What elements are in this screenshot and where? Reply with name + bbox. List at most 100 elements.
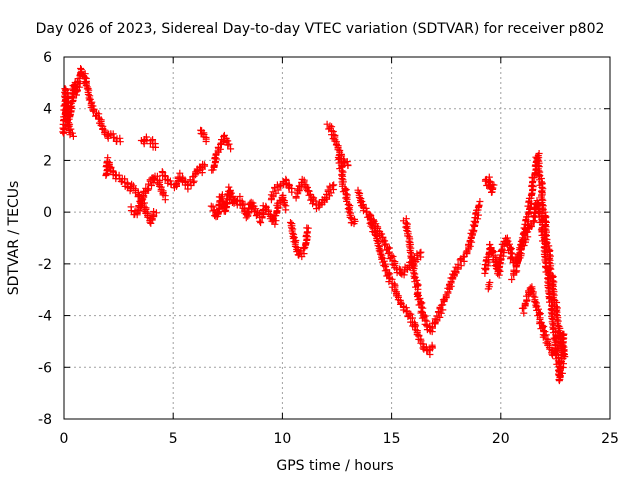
data-point-markers [133, 202, 144, 219]
data-point-markers [466, 226, 478, 246]
data-point-markers [220, 131, 235, 153]
data-point-markers [344, 200, 356, 227]
data-point-markers [66, 128, 77, 140]
data-point-markers [326, 181, 338, 193]
series-segment [292, 175, 338, 213]
data-point-markers [384, 250, 399, 272]
data-point-markers [554, 337, 565, 355]
x-tick-label: 20 [492, 431, 510, 447]
y-tick-label: 4 [43, 102, 52, 118]
y-tick-label: 2 [43, 153, 52, 169]
data-point-markers [334, 151, 347, 188]
series-segment [400, 198, 484, 336]
data-point-markers [449, 267, 460, 283]
series-segment [287, 219, 312, 261]
y-tick-label: -4 [38, 309, 52, 325]
data-point-markers [534, 150, 547, 199]
data-point-markers [299, 224, 312, 252]
data-point-markers [149, 136, 159, 151]
y-tick-label: -2 [38, 257, 52, 273]
data-point-markers [136, 191, 148, 208]
data-point-markers [147, 208, 160, 227]
data-point-markers [393, 265, 405, 277]
data-point-markers [287, 219, 300, 246]
data-point-markers [295, 245, 308, 261]
y-axis-label: SDTVAR / TECUs [6, 181, 22, 296]
data-point-markers [552, 299, 563, 335]
data-point-markers [542, 262, 556, 310]
data-point-markers [321, 186, 335, 203]
y-tick-label: 6 [43, 50, 52, 66]
data-point-markers [425, 341, 436, 358]
data-point-markers [524, 173, 537, 211]
data-point-markers [495, 246, 508, 279]
data-point-markers [112, 134, 124, 146]
data-point-markers [372, 231, 383, 255]
x-tick-label: 10 [273, 431, 291, 447]
x-tick-label: 15 [383, 431, 401, 447]
data-points [59, 65, 569, 385]
y-tick-label: -6 [38, 360, 52, 376]
series-segment [518, 283, 565, 359]
series-segment [137, 133, 159, 151]
data-point-markers [503, 234, 516, 262]
data-point-markers [89, 107, 103, 122]
series-segment [197, 126, 210, 145]
data-point-markers [549, 344, 559, 359]
data-point-markers [107, 164, 119, 179]
plot-frame [63, 56, 611, 420]
data-point-markers [469, 198, 484, 230]
series-segment [207, 183, 290, 228]
data-point-markers [62, 110, 75, 134]
data-point-markers [354, 186, 367, 210]
x-tick-labels: 0 5 10 15 20 25 [60, 431, 619, 447]
data-point-markers [247, 198, 260, 216]
data-point-markers [184, 176, 197, 193]
data-point-markers [83, 83, 96, 106]
data-point-markers [398, 263, 411, 279]
data-point-markers [159, 187, 169, 204]
data-point-markers [198, 160, 209, 177]
series-segment [334, 151, 359, 228]
x-tick-label: 0 [60, 431, 69, 447]
grid-lines [64, 57, 610, 419]
data-point-markers [415, 332, 427, 352]
x-tick-label: 25 [601, 431, 619, 447]
data-point-markers [487, 181, 498, 196]
data-point-markers [537, 224, 550, 272]
data-point-markers [279, 191, 290, 214]
data-point-markers [405, 233, 418, 270]
data-point-markers [208, 150, 220, 174]
series-segment [481, 173, 498, 196]
data-point-markers [137, 136, 149, 148]
data-point-markers [413, 288, 427, 316]
series-segment [208, 131, 235, 174]
data-point-markers [348, 215, 359, 228]
data-point-markers [200, 129, 210, 145]
series-segment [127, 172, 169, 219]
data-point-markers [379, 234, 393, 256]
data-point-markers [463, 240, 474, 258]
data-point-markers [508, 266, 520, 283]
series-segment [158, 160, 209, 193]
data-point-markers [394, 292, 405, 308]
y-tick-label: -8 [38, 412, 52, 428]
data-point-markers [285, 181, 296, 196]
data-point-markers [338, 182, 352, 209]
y-tick-labels: -8 -6 -4 -2 0 2 4 6 [38, 50, 52, 428]
series-segment [60, 102, 77, 140]
series-segment [484, 279, 494, 293]
data-point-markers [400, 215, 412, 240]
series-segment [323, 120, 352, 169]
series-segment [267, 175, 296, 204]
series-segment [354, 186, 436, 358]
data-point-markers [531, 296, 544, 326]
data-point-markers [512, 246, 525, 275]
data-point-markers [99, 125, 111, 139]
chart-title: Day 026 of 2023, Sidereal Day-to-day VTE… [36, 21, 605, 37]
data-point-markers [484, 279, 494, 293]
axis-ticks [63, 56, 611, 420]
data-point-markers [269, 199, 282, 228]
x-axis-label: GPS time / hours [276, 458, 393, 474]
